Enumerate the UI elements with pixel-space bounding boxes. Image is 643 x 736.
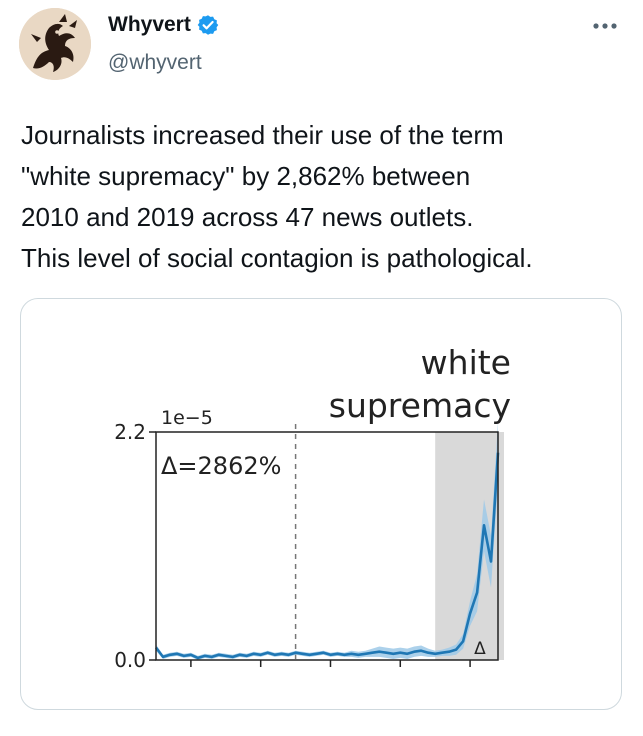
series-line [154,452,500,660]
more-dots-icon[interactable] [590,14,620,38]
delta-marker: Δ [474,639,486,659]
chart-title-line-1: white [421,343,511,382]
tweet-media-chart[interactable]: 2.2 0.0 1e−5 white supremacy Δ=2862% Δ [20,298,622,710]
chart-svg: 2.2 0.0 1e−5 white supremacy Δ=2862% Δ [114,343,511,672]
heraldic-dragon-avatar-icon [19,8,91,80]
x-ticks [190,660,471,667]
delta-annotation: Δ=2862% [161,452,281,480]
chart-title-line-2: supremacy [329,386,511,425]
author-avatar[interactable] [19,8,91,80]
y-scale-exponent: 1e−5 [161,407,213,429]
author-display-name[interactable]: Whyvert [108,13,191,36]
y-tick-label-top: 2.2 [114,420,146,444]
author-handle[interactable]: @whyvert [108,51,202,74]
verified-badge-icon [197,15,219,35]
plot-frame [155,431,499,661]
tweet-text: Journalists increased their use of the t… [21,120,533,273]
y-tick-label-bottom: 0.0 [114,648,146,672]
